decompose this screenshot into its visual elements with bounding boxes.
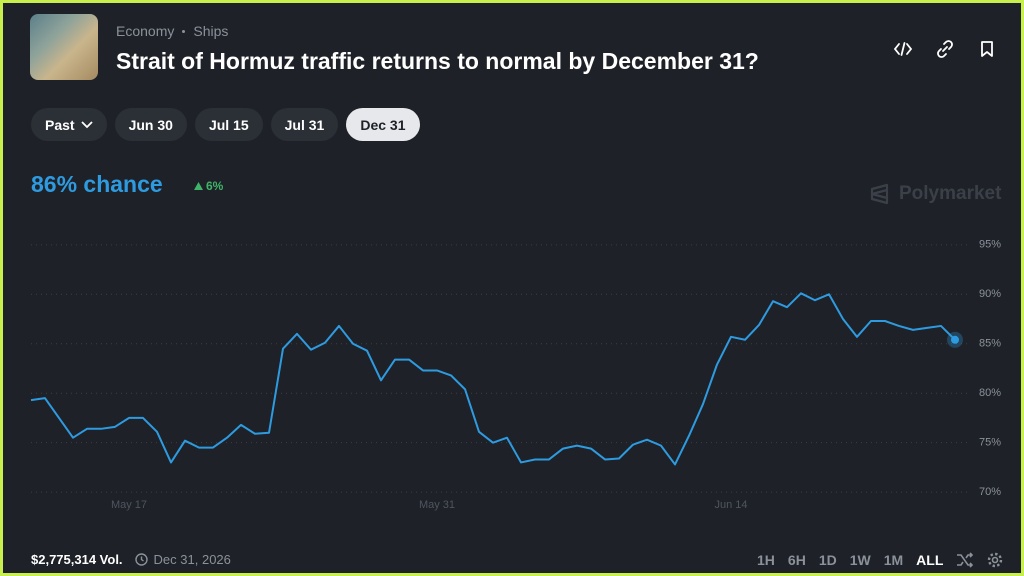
date-tab-label: Jul 31 <box>284 116 325 133</box>
chart: 70% 75% 80% 85% 90% 95% May 17 May 31 Jun 14 <box>30 239 1001 511</box>
range-button[interactable]: 1D <box>818 552 837 568</box>
range-button[interactable]: 6H <box>787 552 806 568</box>
header-icons <box>893 39 997 59</box>
chevron <box>80 120 93 128</box>
range-button[interactable]: 1W <box>849 552 871 568</box>
breadcrumb-item[interactable]: Economy <box>116 23 175 39</box>
volume: $2,775,314 Vol. <box>31 552 123 567</box>
link-icon[interactable] <box>935 39 955 59</box>
date-tab-label: Dec 31 <box>360 116 406 133</box>
bookmark-icon[interactable] <box>977 39 997 59</box>
footer-info: $2,775,314 Vol. Dec 31, 2026 <box>31 552 231 567</box>
shuffle-icon[interactable] <box>956 552 974 568</box>
range-button[interactable]: 1M <box>883 552 904 568</box>
date-tab[interactable]: Jun 30 <box>114 108 187 141</box>
date-tab-label: Jul 15 <box>208 116 249 133</box>
price-line <box>30 292 956 466</box>
end-point <box>951 335 959 344</box>
end-date: Dec 31, 2026 <box>134 552 231 567</box>
separator <box>182 29 186 33</box>
date-tab[interactable]: Jul 31 <box>270 108 339 141</box>
date-tabs: Past Jun 30 Jul 15 Jul 31 Dec 31 <box>31 108 420 141</box>
up-arrow <box>194 182 203 190</box>
y-tick-label: 70% <box>979 486 1001 498</box>
range-button[interactable]: 1H <box>757 552 775 568</box>
x-tick-label: May 31 <box>419 499 455 511</box>
market-thumbnail <box>30 14 98 80</box>
y-tick-label: 95% <box>979 239 1001 251</box>
y-tick-label: 90% <box>979 288 1001 300</box>
embed-icon[interactable] <box>893 39 913 59</box>
clock-icon <box>134 553 148 566</box>
chance-label: 86% chance <box>31 171 163 197</box>
brand-name: Polymarket <box>899 183 1002 204</box>
breadcrumb: Economy Ships <box>116 23 228 39</box>
chance-change: 6% <box>194 179 223 193</box>
x-tick-label: Jun 14 <box>714 499 747 511</box>
brand: Polymarket <box>869 183 1001 205</box>
brand-logo <box>870 183 889 205</box>
date-tab-label: Jun 30 <box>128 116 173 133</box>
y-tick-label: 75% <box>979 437 1001 449</box>
change-value: 6% <box>206 179 224 193</box>
x-tick-label: May 17 <box>111 499 147 511</box>
date-tab[interactable]: Jul 15 <box>194 108 263 141</box>
range-buttons: 1H 6H 1D 1W 1M ALL <box>757 552 1003 568</box>
date-tab-label: Past <box>45 116 75 133</box>
y-tick-label: 80% <box>979 387 1001 399</box>
date-tab[interactable]: Past <box>31 108 107 141</box>
range-button[interactable]: ALL <box>916 552 944 568</box>
settings-icon[interactable] <box>987 552 1003 568</box>
end-date-text: Dec 31, 2026 <box>153 552 231 567</box>
breadcrumb-item[interactable]: Ships <box>193 23 229 39</box>
date-tab[interactable]: Dec 31 <box>346 108 420 141</box>
y-tick-label: 85% <box>979 338 1001 350</box>
market-title: Strait of Hormuz traffic returns to norm… <box>116 48 759 74</box>
